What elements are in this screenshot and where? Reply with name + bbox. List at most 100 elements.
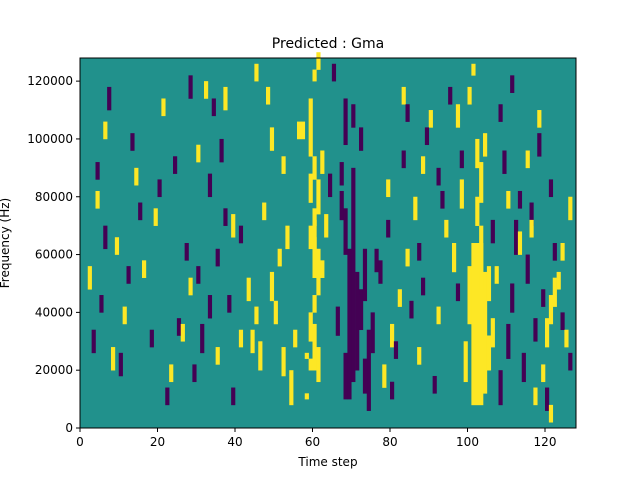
heatmap-cell — [355, 271, 360, 296]
heatmap-cell — [111, 347, 116, 371]
heatmap-cells — [80, 52, 576, 428]
heatmap-cell — [134, 167, 139, 186]
heatmap-cell — [436, 167, 441, 186]
heatmap-cell — [564, 329, 569, 348]
heatmap-cell — [455, 283, 461, 302]
y-tick-label: 20000 — [35, 363, 73, 377]
heatmap-cell — [417, 347, 422, 365]
heatmap-cell — [331, 63, 337, 82]
heatmap-cell — [304, 352, 309, 359]
heatmap-cell — [475, 138, 480, 169]
heatmap-cell — [300, 121, 306, 140]
heatmap-cell — [188, 277, 193, 296]
heatmap-cell — [351, 104, 356, 128]
heatmap-cell — [514, 219, 519, 255]
heatmap-cell — [277, 248, 282, 267]
heatmap-cell — [421, 156, 426, 174]
heatmap-cell — [316, 52, 321, 70]
heatmap-cell — [506, 190, 511, 209]
heatmap-cell — [312, 208, 317, 226]
heatmap-cell — [475, 196, 480, 226]
heatmap-cell — [533, 387, 538, 406]
heatmap-cell — [455, 104, 461, 128]
chart-title: Predicted : Gma — [272, 36, 384, 52]
heatmap-cell — [486, 266, 492, 302]
heatmap-cell — [118, 352, 123, 377]
heatmap-cell — [324, 214, 329, 238]
heatmap-cell — [114, 237, 120, 255]
heatmap-cell — [401, 150, 406, 169]
heatmap-cell — [510, 283, 515, 313]
heatmap-cell — [448, 86, 453, 105]
heatmap-cell — [343, 98, 348, 146]
heatmap-cell — [211, 98, 216, 117]
heatmap-cell — [184, 243, 189, 261]
heatmap-cell — [316, 179, 321, 215]
heatmap-cell — [494, 266, 499, 284]
heatmap-cell — [517, 190, 523, 209]
heatmap-cell — [223, 86, 228, 111]
heatmap-cell — [312, 219, 317, 255]
heatmap-cell — [207, 173, 213, 198]
y-axis-label: Frequency (Hz) — [0, 198, 12, 289]
heatmap-cell — [250, 329, 255, 354]
heatmap-cell — [180, 323, 185, 342]
heatmap-cell — [552, 277, 557, 307]
heatmap-cell — [440, 190, 445, 209]
heatmap-cell — [386, 219, 391, 238]
heatmap-cell — [308, 173, 313, 203]
heatmap-cell — [510, 75, 515, 93]
heatmap-cell — [312, 323, 317, 371]
heatmap-cell — [238, 225, 244, 244]
heatmap-cell — [479, 225, 484, 290]
heatmap-cell — [432, 375, 437, 394]
heatmap-cell — [122, 306, 127, 325]
y-tick-label: 60000 — [35, 248, 73, 262]
heatmap-cell — [107, 86, 112, 111]
heatmap-cell — [545, 387, 550, 411]
heatmap-cell — [269, 271, 275, 302]
x-axis-label: Time step — [297, 455, 357, 469]
heatmap-cell — [343, 352, 348, 400]
heatmap-cell — [405, 104, 410, 122]
heatmap-cell — [169, 364, 174, 383]
x-tick-label: 20 — [150, 435, 165, 449]
heatmap-cell — [339, 162, 344, 186]
heatmap-cell — [390, 323, 395, 348]
heatmap-cell — [502, 150, 507, 174]
heatmap-cell — [95, 190, 100, 209]
heatmap-cell — [517, 231, 523, 255]
heatmap-cell — [467, 266, 472, 325]
heatmap-cell — [428, 110, 433, 128]
heatmap-cell — [95, 162, 100, 180]
heatmap-cell — [91, 329, 96, 354]
y-tick-label: 120000 — [27, 74, 73, 88]
heatmap-cell — [308, 312, 313, 342]
heatmap-cell — [378, 260, 383, 284]
heatmap-cell — [471, 243, 484, 406]
heatmap-cell — [103, 121, 108, 140]
plot-frame — [79, 57, 577, 429]
heatmap-cell — [188, 75, 193, 99]
heatmap-cell — [157, 179, 162, 198]
heatmap-cell — [293, 329, 298, 348]
heatmap-cell — [231, 387, 236, 406]
heatmap-cell — [359, 289, 364, 331]
heatmap-cell — [281, 347, 286, 377]
heatmap-cell — [215, 248, 220, 267]
heatmap-cell — [529, 219, 534, 238]
heatmap-cell — [316, 248, 321, 296]
heatmap-cell — [444, 219, 449, 238]
heatmap-cell — [490, 318, 495, 348]
heatmap-cell — [196, 266, 201, 284]
heatmap-cell — [262, 202, 267, 221]
y-tick-label: 80000 — [35, 190, 73, 204]
heatmap-cell — [498, 104, 503, 122]
heatmap-cell — [471, 63, 476, 76]
heatmap-cell — [285, 225, 290, 250]
heatmap-cell — [343, 208, 348, 255]
heatmap-cell — [529, 202, 534, 226]
heatmap-cell — [149, 329, 154, 348]
heatmap-cell — [138, 202, 143, 221]
